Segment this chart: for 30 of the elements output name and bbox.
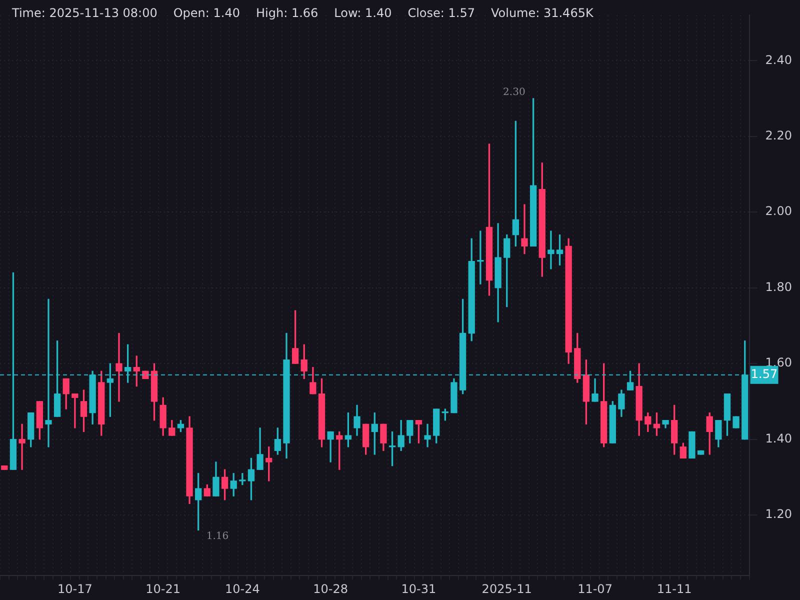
x-tick-label: 10-31 [401,582,436,596]
x-tick-label: 11-11 [656,582,692,596]
y-tick-label: 2.00 [765,204,792,218]
y-tick-label: 2.40 [765,52,792,67]
x-tick-label: 10-28 [313,582,348,596]
candlestick [521,204,528,254]
annotation: High: 1.66 [256,6,318,20]
candlestick [116,332,122,402]
candlestick [72,394,78,428]
annotation: 1.16 [206,530,229,542]
candlestick [548,230,554,270]
annotation: Low: 1.40 [334,6,392,20]
y-tick-label: 1.80 [765,280,792,294]
y-tick-label: 1.20 [765,507,792,522]
candlestick [18,424,26,470]
x-tick-label: 11-07 [578,582,612,596]
annotation: Open: 1.40 [173,6,240,20]
x-tick-label: 10-24 [224,582,260,596]
annotation: Time: 2025-11-13 08:00 [12,6,158,20]
candlestick [477,230,484,284]
x-tick-label: 10-17 [57,582,92,596]
annotation: 2.30 [503,87,526,98]
y-tick-label: 1.40 [765,431,792,446]
annotation: Volume: 31.465K [490,6,594,20]
x-tick-label: 2025-11 [482,582,532,596]
annotation: Close: 1.57 [408,6,475,20]
candlestick [424,424,431,448]
x-tick-label: 10-21 [146,582,181,596]
y-tick-label: 2.20 [765,128,792,142]
ref-line-label: 1.57 [750,367,778,382]
